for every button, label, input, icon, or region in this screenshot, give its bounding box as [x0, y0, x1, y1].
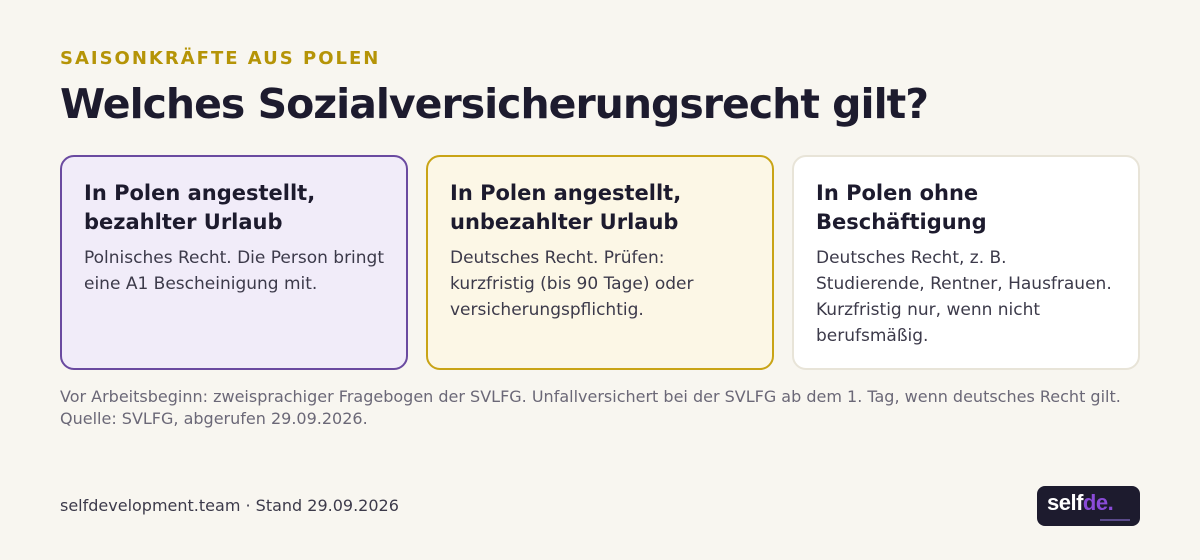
card-paid-leave: In Polen angestellt, bezahlter Urlaub Po… [60, 155, 408, 370]
logo-underline-icon [1100, 519, 1130, 521]
card-title-line: In Polen angestellt, [84, 181, 316, 205]
card-title-line: In Polen angestellt, [450, 181, 682, 205]
card-text: Deutsches Recht, z. B. Studierende, Rent… [816, 248, 1112, 346]
card-unpaid-leave: In Polen angestellt, unbezahlter Urlaub … [426, 155, 774, 370]
card-title-line: bezahlter Urlaub [84, 210, 283, 234]
card-title: In Polen angestellt, bezahlter Urlaub [84, 179, 384, 237]
card-text: Polnisches Recht. Die Person bringt eine… [84, 248, 385, 294]
card-no-employment: In Polen ohne Beschäftigung Deutsches Re… [792, 155, 1140, 370]
card-title-line: Beschäftigung [816, 210, 987, 234]
logo-part-self: self [1047, 490, 1083, 515]
cards-container: In Polen angestellt, bezahlter Urlaub Po… [60, 155, 1140, 370]
card-text: Deutsches Recht. Prüfen: kurzfristig (bi… [450, 248, 694, 320]
card-title-line: In Polen ohne [816, 181, 979, 205]
card-title: In Polen angestellt, unbezahlter Urlaub [450, 179, 750, 237]
footnote: Vor Arbeitsbeginn: zweisprachiger Frageb… [60, 387, 1121, 428]
source-line: selfdevelopment.team · Stand 29.09.2026 [60, 496, 399, 515]
eyebrow-label: SAISONKRÄFTE AUS POLEN [60, 48, 381, 69]
page-title: Welches Sozialversicherungsrecht gilt? [60, 80, 929, 128]
card-title-line: unbezahlter Urlaub [450, 210, 679, 234]
brand-logo: selfde. [1037, 486, 1140, 526]
card-title: In Polen ohne Beschäftigung [816, 179, 1116, 237]
logo-wordmark: selfde. [1047, 490, 1114, 516]
logo-part-de: de. [1082, 490, 1114, 515]
